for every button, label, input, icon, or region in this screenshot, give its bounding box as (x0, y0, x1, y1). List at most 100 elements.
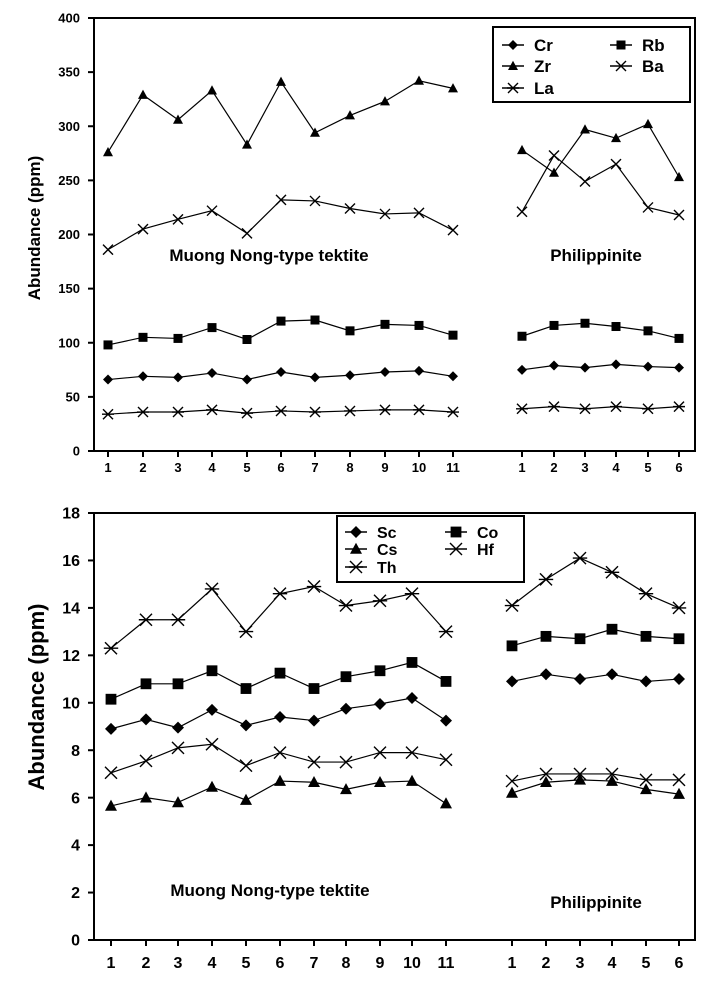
chart2-cs-point (172, 796, 184, 808)
chart1-ba-point (642, 201, 654, 213)
chart1-la-point (241, 407, 253, 419)
chart1-rb-point (580, 318, 590, 328)
chart2-x-tick-label: 3 (174, 955, 183, 972)
chart2-hf-point (539, 767, 553, 781)
chart2-hf-point (205, 737, 219, 751)
chart1-la-point (275, 405, 287, 417)
chart2-legend-marker-cs (350, 542, 362, 554)
chart2-co-point (606, 623, 618, 635)
chart1-zr-point (380, 96, 390, 106)
chart1-ba-point (610, 158, 622, 170)
chart2-sc-point (140, 713, 152, 726)
chart1-cr-line (521, 363, 680, 371)
chart2-legend: Sc Co Cs Hf Th (336, 515, 525, 583)
chart2-co-point (206, 665, 218, 677)
chart1-zr-point (580, 124, 590, 134)
chart1-la-point (642, 403, 654, 415)
chart2-x-tick-label: 7 (310, 955, 319, 972)
chart2-y-axis-label: Abundance (ppm) (24, 604, 49, 791)
chart2-co-point (105, 693, 117, 705)
chart1-y-tick-label: 250 (58, 173, 80, 188)
chart2-th-point (204, 582, 220, 596)
chart1-zr-point (276, 76, 286, 86)
chart2-co-point (274, 667, 286, 679)
chart1-ba-point (206, 205, 218, 217)
chart2-sc-point (274, 711, 286, 724)
chart1-rb-point (611, 322, 621, 332)
chart2-legend-label-hf: Hf (477, 542, 495, 559)
chart2-th-point (438, 625, 454, 639)
chart1-x-tick-label: 7 (311, 460, 318, 475)
chart2-x-tick-label: 3 (576, 955, 585, 972)
chart1-y-tick-label: 0 (73, 444, 80, 459)
chart1-zr-point (643, 118, 653, 129)
chart1-cr-point (380, 366, 390, 377)
chart1-zr-point (310, 127, 320, 137)
chart1-legend-box (492, 26, 691, 103)
chart1-x-tick-label: 9 (381, 460, 388, 475)
chart2-y-tick-label: 16 (62, 553, 80, 570)
chart1-ba-point (102, 244, 114, 256)
chart2-cs-point (673, 787, 685, 799)
chart2-sc-line (511, 673, 680, 683)
chart2-th-point (170, 613, 186, 627)
chart2-hf-point (439, 753, 453, 767)
chart2-sc-point (105, 722, 117, 735)
chart1-la-point (673, 401, 685, 413)
chart2-sc-point (308, 714, 320, 727)
chart1-legend-label-cr: Cr (534, 36, 553, 55)
chart1-zr-point (242, 139, 252, 149)
chart2-co-line (511, 628, 680, 647)
chart2-co-point (374, 665, 386, 677)
chart2-th-point (671, 601, 687, 615)
chart1-ba-point (275, 194, 287, 206)
chart2-hf-line (511, 773, 679, 782)
chart2-x-tick-label: 2 (542, 955, 551, 972)
chart2-legend-label-cs: Cs (377, 542, 398, 559)
chart2-legend-marker-hf (449, 542, 463, 556)
chart1-la-point (447, 406, 459, 418)
chart2-co-point (172, 678, 184, 690)
chart1-x-tick-label: 6 (675, 460, 682, 475)
chart2-th-point (306, 580, 322, 594)
chart2-sc-point (172, 721, 184, 734)
chart1-series-rb (103, 315, 684, 350)
chart1-rb-point (414, 320, 424, 330)
chart1-cr-point (414, 365, 424, 376)
chart1-y-tick-label: 350 (58, 65, 80, 80)
chart2-hf-point (405, 746, 419, 760)
chart1-ba-point (413, 207, 425, 219)
chart1-cr-point (138, 371, 148, 382)
chart1-x-tick-label: 10 (412, 460, 426, 475)
chart2-th-point (272, 587, 288, 601)
chart2-cs-point (240, 793, 252, 805)
chart1-la-point (379, 404, 391, 416)
chart1-cr-point (173, 372, 183, 383)
chart1-y-tick-label: 150 (58, 281, 80, 296)
chart1-cr-point (643, 361, 653, 372)
chart2-hf-point (171, 741, 185, 755)
chart1-la-point (516, 403, 528, 415)
chart2-cs-point (440, 797, 452, 809)
chart2-th-point (338, 599, 354, 613)
chart2-x-tick-label: 8 (342, 955, 351, 972)
chart2-legend-label-sc: Sc (377, 525, 397, 542)
chart2-hf-point (672, 773, 686, 787)
chart2-th-point (604, 565, 620, 579)
chart1-y-tick-label: 200 (58, 227, 80, 242)
chart2-th-point (538, 572, 554, 586)
chart1-legend-label-ba: Ba (642, 57, 664, 76)
chart1-zr-point (549, 167, 559, 177)
chart2-hf-point (139, 754, 153, 768)
chart2-th-point (238, 625, 254, 639)
chart2-co-point (240, 683, 252, 694)
chart1-series-cr (103, 359, 684, 385)
chart1-la-line (521, 406, 680, 410)
chart2-legend-label-co: Co (477, 525, 499, 542)
chart2-hf-line (110, 743, 447, 774)
chart2-sc-point (640, 675, 652, 688)
chart2-legend-marker-sc (350, 526, 362, 538)
chart1-ba-point (344, 203, 356, 215)
chart2-hf-point (373, 746, 387, 760)
